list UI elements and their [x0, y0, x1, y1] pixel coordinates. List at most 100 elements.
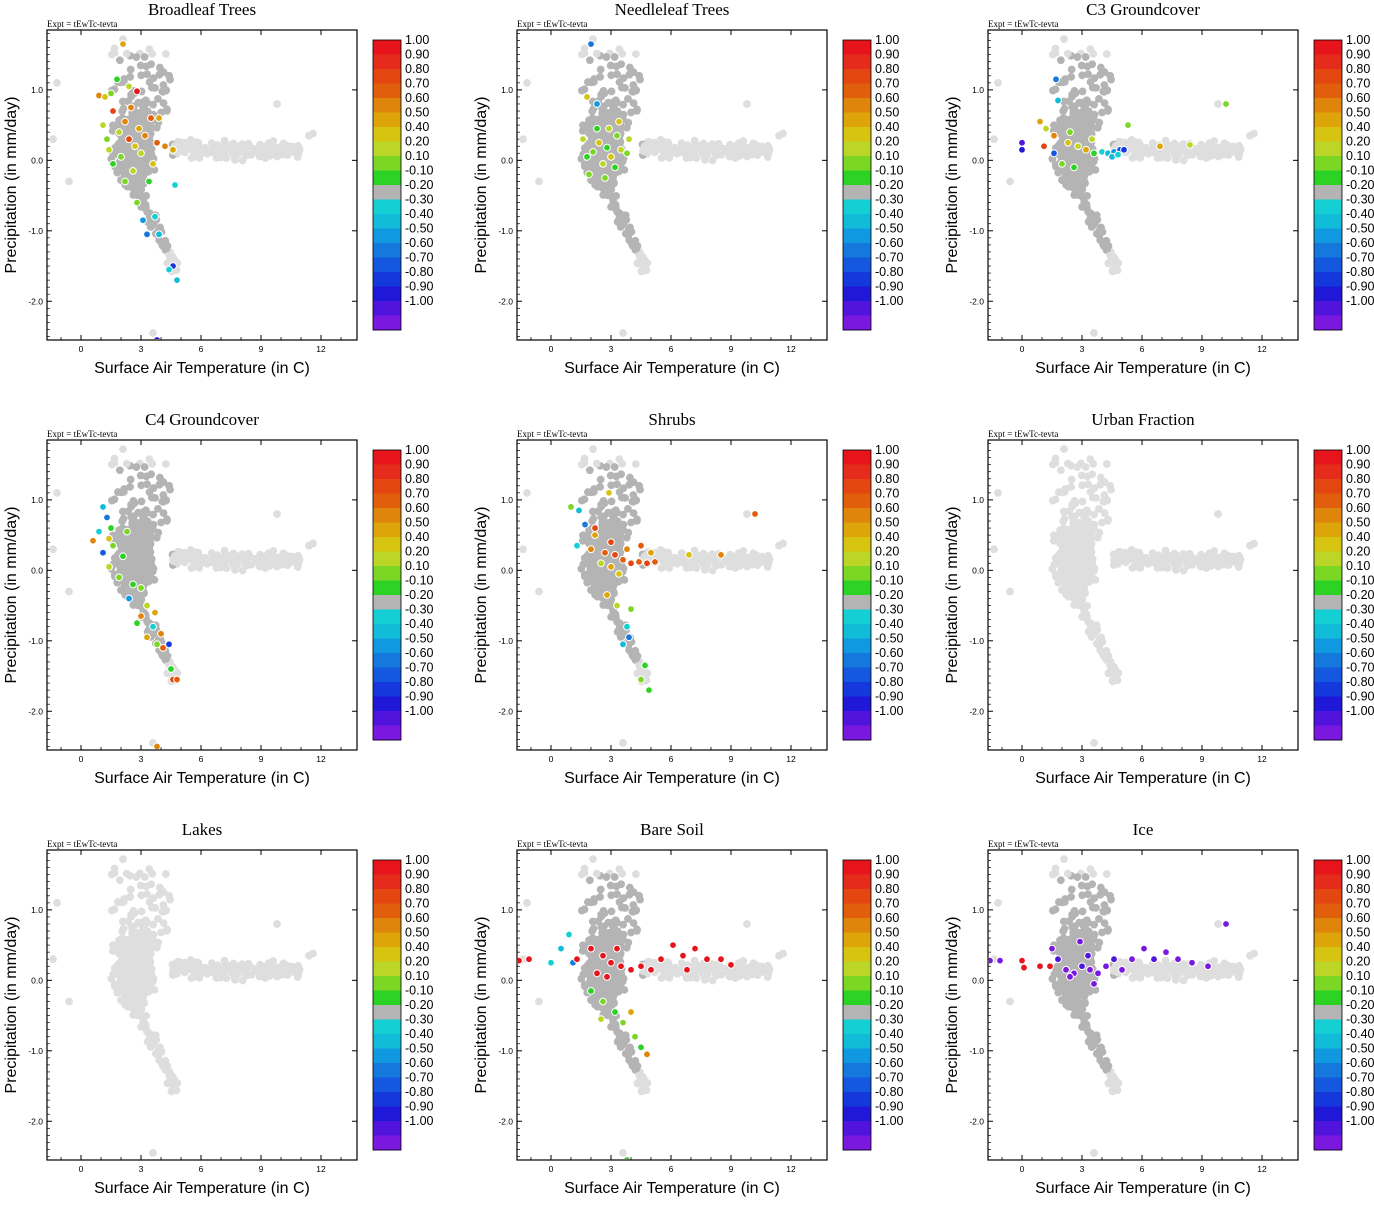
colorbar-segment	[373, 494, 401, 509]
data-point	[608, 563, 615, 570]
data-point	[608, 153, 615, 160]
data-point-gray	[702, 144, 709, 151]
colorbar-segment	[843, 301, 871, 316]
data-point-gray	[159, 88, 166, 95]
y-tick-label: 0.0	[501, 565, 513, 575]
colorbar-segment	[843, 697, 871, 712]
colorbar-label: -0.90	[405, 690, 434, 704]
colorbar-segment	[373, 142, 401, 157]
data-point	[158, 630, 165, 637]
data-point-gray	[587, 553, 594, 560]
data-point-gray	[231, 564, 238, 571]
data-point-gray	[651, 139, 658, 146]
x-axis-label: Surface Air Temperature (in C)	[564, 770, 780, 787]
data-point-gray	[222, 551, 229, 558]
data-point	[602, 549, 609, 556]
data-point-gray	[1052, 86, 1059, 93]
colorbar-segment	[373, 537, 401, 552]
colorbar-segment	[843, 653, 871, 668]
data-point-gray	[135, 600, 142, 607]
x-tick-label: 12	[316, 754, 326, 764]
data-point-gray	[619, 158, 626, 165]
data-point-gray	[1087, 78, 1094, 85]
expt-label: Expt = tEwTc-tevta	[988, 19, 1058, 29]
colorbar-segment	[373, 508, 401, 523]
data-point	[100, 549, 107, 556]
y-tick-label: -1.0	[498, 226, 513, 236]
data-point-gray	[607, 132, 614, 139]
colorbar-segment	[1314, 287, 1342, 302]
data-point-gray	[599, 109, 606, 116]
data-point-gray	[758, 554, 765, 561]
data-point-gray	[111, 49, 118, 56]
data-point	[138, 150, 145, 157]
data-point-gray	[190, 557, 197, 564]
data-point-gray	[692, 551, 699, 558]
data-point	[1125, 122, 1132, 129]
x-tick-label: 6	[199, 344, 204, 354]
colorbar-segment	[843, 316, 871, 331]
y-tick-label: 1.0	[972, 85, 984, 95]
data-point	[604, 144, 611, 151]
colorbar-label: -0.10	[405, 164, 434, 178]
colorbar-segment	[1314, 185, 1342, 200]
data-point-gray	[146, 488, 153, 495]
colorbar-segment	[843, 450, 871, 465]
colorbar-label: -0.10	[1346, 164, 1374, 178]
y-tick-label: -2.0	[498, 706, 513, 716]
data-point-gray	[149, 568, 156, 575]
colorbar-label: 0.50	[875, 106, 899, 120]
data-point-gray	[625, 529, 632, 536]
data-point-gray	[270, 547, 277, 554]
data-point	[602, 175, 609, 182]
data-point-gray	[636, 486, 643, 493]
data-point-gray	[121, 75, 128, 82]
data-point-gray	[608, 482, 615, 489]
data-point-gray	[593, 460, 600, 467]
data-point	[624, 623, 631, 630]
colorbar-segment	[1314, 200, 1342, 215]
x-tick-label: 6	[199, 754, 204, 764]
colorbar-label: 0.80	[875, 62, 899, 76]
data-point-gray	[597, 66, 604, 73]
colorbar-segment	[373, 287, 401, 302]
data-point-gray	[625, 119, 632, 126]
data-point-gray	[666, 154, 673, 161]
data-point-gray	[701, 564, 708, 571]
data-point-gray	[713, 152, 720, 159]
data-point	[574, 542, 581, 549]
colorbar-segment	[373, 479, 401, 494]
data-point-gray	[1079, 88, 1086, 95]
data-point-gray	[162, 460, 169, 467]
data-point-gray	[581, 161, 588, 168]
data-point-gray	[1061, 150, 1068, 157]
panel-title: C3 Groundcover	[1086, 0, 1200, 19]
colorbar-segment	[373, 711, 401, 726]
data-point-gray	[245, 140, 252, 147]
colorbar-segment	[373, 40, 401, 55]
data-point-gray	[701, 154, 708, 161]
data-point	[612, 551, 619, 558]
data-point-gray	[160, 81, 167, 88]
colorbar-label: -0.40	[405, 617, 434, 631]
colorbar-segment	[373, 653, 401, 668]
data-point-gray	[1229, 144, 1236, 151]
colorbar-segment	[843, 185, 871, 200]
colorbar-label: -0.60	[875, 236, 904, 250]
colorbar-label: 0.50	[405, 516, 429, 530]
data-point-gray	[519, 546, 526, 553]
colorbar-segment	[1314, 55, 1342, 70]
data-point-gray	[1070, 109, 1077, 116]
data-point	[152, 609, 159, 616]
expt-label: Expt = tEwTc-tevta	[47, 429, 117, 439]
colorbar-label: -0.90	[1346, 280, 1374, 294]
data-point	[128, 104, 135, 111]
data-point-gray	[636, 76, 643, 83]
colorbar-segment	[373, 450, 401, 465]
colorbar-segment	[1314, 40, 1342, 55]
data-point-gray	[619, 101, 626, 108]
colorbar-segment	[843, 272, 871, 287]
colorbar-label: 1.00	[875, 33, 899, 47]
data-point	[106, 146, 113, 153]
data-point	[126, 595, 133, 602]
